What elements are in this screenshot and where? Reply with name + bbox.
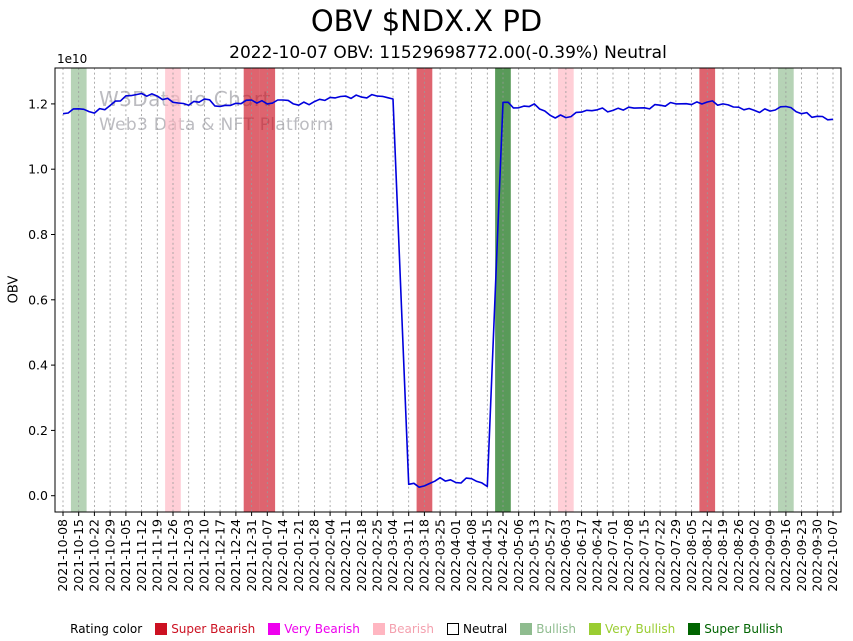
x-tick-label: 2022-09-09 xyxy=(762,519,777,592)
x-tick-label: 2022-09-02 xyxy=(747,519,762,592)
x-tick-label: 2021-10-22 xyxy=(87,519,102,592)
y-tick-label: 0.4 xyxy=(28,358,48,373)
x-tick-label: 2022-02-25 xyxy=(370,519,385,592)
x-tick-label: 2022-07-15 xyxy=(637,519,652,592)
x-tick-label: 2022-07-22 xyxy=(652,519,667,592)
x-tick-label: 2022-02-18 xyxy=(354,519,369,592)
x-tick-label: 2022-01-07 xyxy=(260,519,275,592)
legend-item-super-bearish: Super Bearish xyxy=(155,622,255,636)
x-tick-label: 2021-10-29 xyxy=(102,519,117,592)
x-tick-label: 2022-02-04 xyxy=(322,519,337,592)
x-tick-label: 2022-04-08 xyxy=(464,519,479,592)
legend-item-very-bullish: Very Bullish xyxy=(588,622,676,636)
x-tick-label: 2022-01-14 xyxy=(275,519,290,592)
x-tick-label: 2022-08-12 xyxy=(700,519,715,592)
x-tick-label: 2022-05-27 xyxy=(542,519,557,592)
x-tick-label: 2022-08-26 xyxy=(731,519,746,592)
legend-swatch-icon xyxy=(268,623,281,635)
x-tick-label: 2022-01-28 xyxy=(307,519,322,592)
legend-item-bearish: Bearish xyxy=(372,622,434,636)
x-tick-label: 2022-03-18 xyxy=(417,519,432,592)
y-tick-label: 1.2 xyxy=(28,96,48,111)
legend-item-neutral: Neutral xyxy=(446,622,508,636)
x-tick-label: 2022-08-19 xyxy=(715,519,730,592)
legend-item-very-bearish: Very Bearish xyxy=(268,622,360,636)
x-tick-label: 2022-09-16 xyxy=(778,519,793,592)
x-tick-label: 2022-03-25 xyxy=(432,519,447,592)
legend-swatch-icon xyxy=(520,623,533,635)
x-tick-label: 2022-06-17 xyxy=(574,519,589,592)
x-tick-label: 2021-12-24 xyxy=(228,519,243,592)
x-tick-label: 2021-12-10 xyxy=(197,519,212,592)
x-tick-label: 2021-11-26 xyxy=(165,519,180,592)
y-axis-offset-label: 1e10 xyxy=(57,52,88,66)
chart-title: OBV $NDX.X PD xyxy=(310,4,543,38)
x-tick-label: 2022-09-23 xyxy=(794,519,809,592)
y-tick-label: 0.6 xyxy=(28,292,48,307)
x-tick-label: 2022-07-29 xyxy=(668,519,683,592)
x-tick-label: 2022-07-08 xyxy=(621,519,636,592)
y-tick-label: 1.0 xyxy=(28,162,48,177)
x-tick-label: 2021-12-31 xyxy=(244,519,259,592)
x-tick-label: 2022-03-04 xyxy=(385,519,400,592)
legend-title: Rating color xyxy=(70,622,143,636)
axis-frame xyxy=(54,67,842,513)
watermark-line1: W3Data.io Chart xyxy=(99,87,271,111)
x-tick-label: 2022-04-01 xyxy=(448,519,463,592)
x-tick-label: 2022-02-11 xyxy=(338,519,353,592)
x-tick-label: 2021-12-17 xyxy=(212,519,227,592)
x-tick-label: 2022-03-11 xyxy=(401,519,416,592)
x-tick-label: 2022-06-03 xyxy=(558,519,573,592)
legend-swatch-icon xyxy=(688,623,701,635)
legend-item-label: Very Bearish xyxy=(284,622,360,636)
chart-subtitle: 2022-10-07 OBV: 11529698772.00(-0.39%) N… xyxy=(229,43,667,63)
legend-item-label: Bullish xyxy=(536,622,576,636)
x-tick-label: 2021-11-05 xyxy=(118,519,133,592)
legend-item-bullish: Bullish xyxy=(520,622,576,636)
x-tick-label: 2022-08-05 xyxy=(684,519,699,592)
rating-legend: Rating color Super Bearish Very Bearish Be… xyxy=(0,622,853,636)
x-tick-label: 2022-10-07 xyxy=(825,519,840,592)
x-tick-label: 2021-12-03 xyxy=(181,519,196,592)
legend-items: Super Bearish Very Bearish Bearish Neutral B… xyxy=(155,622,783,636)
y-tick-label: 0.8 xyxy=(28,227,48,242)
legend-swatch-icon xyxy=(588,623,601,635)
x-tick-label: 2022-05-06 xyxy=(511,519,526,592)
x-tick-label: 2021-11-12 xyxy=(134,519,149,592)
obv-line xyxy=(62,92,834,489)
legend-item-label: Bearish xyxy=(388,622,434,636)
legend-swatch-icon xyxy=(372,623,385,635)
x-tick-label: 2021-10-15 xyxy=(71,519,86,592)
x-tick-label: 2022-04-15 xyxy=(480,519,495,592)
legend-item-label: Neutral xyxy=(462,622,508,636)
legend-item-label: Super Bearish xyxy=(171,622,256,636)
x-tick-label: 2022-06-24 xyxy=(590,519,605,592)
x-tick-label: 2022-05-13 xyxy=(527,519,542,592)
legend-swatch-icon xyxy=(446,623,459,635)
x-tick-label: 2022-07-01 xyxy=(605,519,620,592)
legend-swatch-icon xyxy=(155,623,168,635)
y-tick-label: 0.0 xyxy=(28,488,48,503)
y-tick-label: 0.2 xyxy=(28,423,48,438)
legend-item-label: Very Bullish xyxy=(604,622,676,636)
legend-item-label: Super Bullish xyxy=(704,622,783,636)
x-tick-label: 2022-04-22 xyxy=(495,519,510,592)
x-tick-label: 2022-09-30 xyxy=(810,519,825,592)
legend-item-super-bullish: Super Bullish xyxy=(688,622,783,636)
x-tick-label: 2022-01-21 xyxy=(291,519,306,592)
x-tick-label: 2021-10-08 xyxy=(55,519,70,592)
x-tick-label: 2021-11-19 xyxy=(150,519,165,592)
